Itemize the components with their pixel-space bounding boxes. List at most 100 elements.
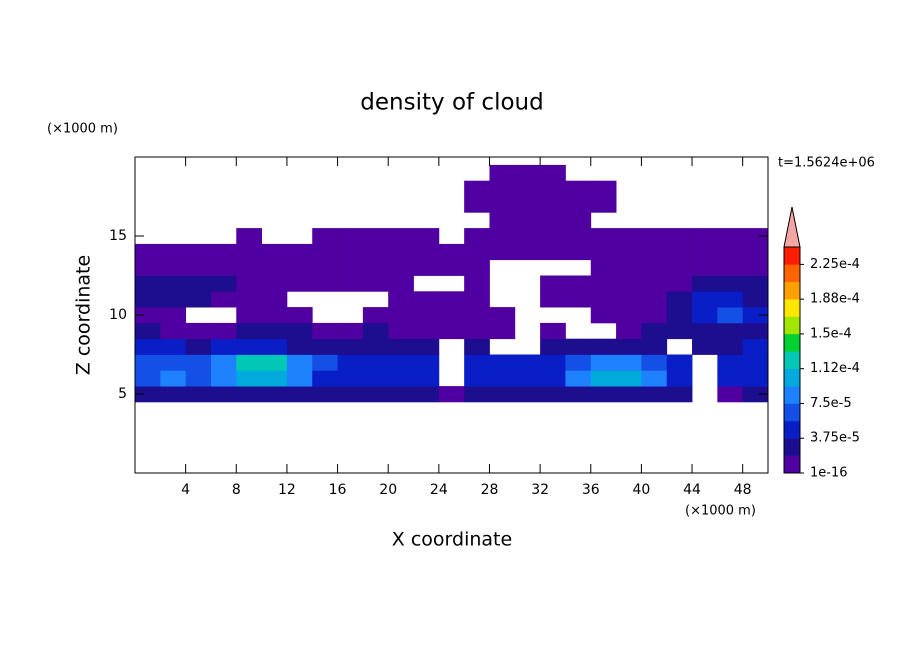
contour-cell [464, 354, 490, 371]
contour-cell [666, 259, 693, 276]
contour-cell [717, 338, 744, 355]
colorbar-tick-label: 1.5e-4 [810, 326, 852, 341]
contour-cell [616, 354, 642, 371]
contour-cell [590, 370, 617, 387]
contour-cell [742, 370, 769, 387]
contour-cell [565, 243, 592, 261]
contour-cell [210, 338, 237, 355]
contour-cell [742, 275, 769, 292]
contour-cell [616, 259, 642, 276]
contour-cell [742, 228, 769, 245]
contour-cell [413, 354, 440, 371]
contour-cell [692, 259, 718, 276]
contour-cell [135, 307, 161, 324]
contour-cell [489, 164, 516, 182]
contour-cell [236, 275, 262, 292]
x-tick-label: 12 [278, 482, 296, 498]
contour-cell [388, 322, 414, 340]
contour-cell [413, 322, 440, 340]
colorbar-band [784, 264, 800, 283]
x-tick-label: 36 [582, 482, 600, 498]
contour-cell [261, 307, 288, 324]
contour-cell [514, 164, 541, 182]
contour-cell [413, 370, 440, 387]
contour-cell [261, 291, 288, 308]
contour-cell [565, 212, 592, 229]
contour-cell [590, 243, 617, 261]
contour-cell [666, 354, 693, 371]
contour-cell [362, 259, 389, 276]
contour-cell [489, 196, 516, 213]
contour-cell [464, 275, 490, 292]
contour-cell [717, 386, 744, 403]
contour-cell [337, 370, 364, 387]
contour-cell [489, 386, 516, 403]
contour-cell [514, 212, 541, 229]
contour-cell [160, 386, 187, 403]
contour-cell [717, 243, 744, 261]
contour-cell [160, 307, 187, 324]
contour-cell [160, 354, 187, 371]
contour-cell [388, 338, 414, 355]
contour-cell [641, 386, 668, 403]
contour-cell [717, 322, 744, 340]
contour-cell [362, 228, 389, 245]
contour-cell [413, 259, 440, 276]
contour-cell [438, 386, 465, 403]
contour-cell [261, 354, 288, 371]
colorbar-extend [783, 206, 801, 248]
contour-cell [464, 386, 490, 403]
contour-cell [565, 386, 592, 403]
x-tick-label: 44 [683, 482, 701, 498]
contour-cell [666, 370, 693, 387]
x-tick-label: 16 [329, 482, 347, 498]
contour-cell [641, 322, 668, 340]
contour-cell [362, 354, 389, 371]
contour-cell [337, 243, 364, 261]
contour-cell [312, 370, 338, 387]
contour-cell [236, 228, 262, 245]
contour-cell [464, 370, 490, 387]
contour-cell [464, 228, 490, 245]
colorbar-band [784, 333, 800, 352]
colorbar-band [784, 386, 800, 404]
contour-cell [464, 291, 490, 308]
contour-cell [362, 370, 389, 387]
contour-cell [413, 307, 440, 324]
contour-cell [261, 275, 288, 292]
contour-cell [742, 307, 769, 324]
contour-cell [286, 370, 313, 387]
contour-cell [160, 259, 187, 276]
y-tick-label: 10 [109, 307, 127, 323]
colorbar-band [784, 247, 800, 265]
contour-cell [489, 370, 516, 387]
contour-cell [742, 259, 769, 276]
contour-cell [692, 307, 718, 324]
contour-cell [590, 259, 617, 276]
contour-cell [717, 275, 744, 292]
contour-cell [666, 307, 693, 324]
contour-cell [210, 291, 237, 308]
colorbar-band [784, 281, 800, 300]
contour-cell [135, 259, 161, 276]
contour-cell [160, 243, 187, 261]
contour-cell [337, 275, 364, 292]
contour-cell [540, 180, 566, 197]
contour-cell [464, 307, 490, 324]
contour-cell [666, 243, 693, 261]
y-unit: (×1000 m) [47, 122, 118, 137]
x-tick-label: 8 [232, 482, 241, 498]
x-tick-label: 20 [379, 482, 397, 498]
contour-cell [590, 338, 617, 355]
contour-cell [742, 322, 769, 340]
contour-cell [692, 243, 718, 261]
contour-cell [742, 386, 769, 403]
y-axis-label: Z coordinate [73, 255, 95, 375]
contour-cell [236, 354, 262, 371]
contour-cell [236, 386, 262, 403]
contour-cell [337, 338, 364, 355]
contour-cell [388, 386, 414, 403]
contour-cell [540, 228, 566, 245]
